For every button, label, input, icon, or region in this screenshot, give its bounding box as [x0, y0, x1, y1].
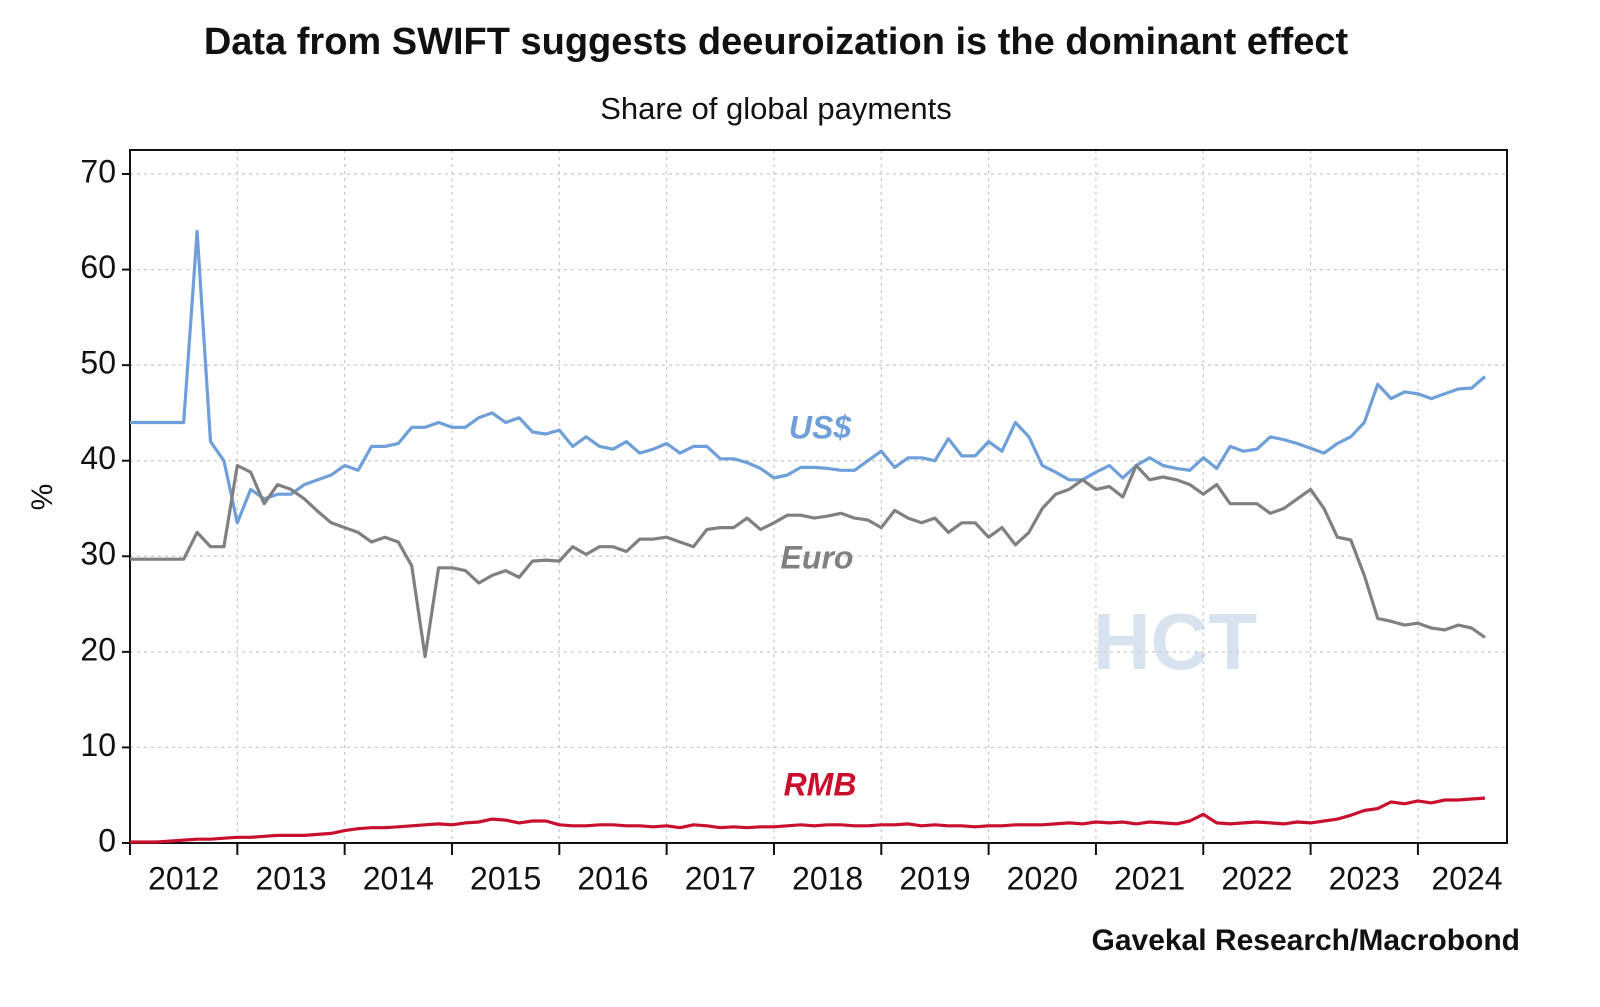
x-tick-label: 2014: [363, 860, 434, 896]
x-tick-label: 2020: [1007, 860, 1078, 896]
plot-frame: [129, 149, 1508, 844]
y-axis-label: %: [26, 484, 59, 511]
x-tick-label: 2019: [899, 860, 970, 896]
y-tick-label: 70: [80, 153, 116, 189]
x-tick-label: 2012: [148, 860, 219, 896]
x-tick-label: 2017: [685, 860, 756, 896]
x-tick-label: 2013: [255, 860, 326, 896]
series-line: [130, 796, 1486, 844]
x-tick-label: 2015: [470, 860, 541, 896]
series-label: Euro: [781, 539, 854, 575]
chart-subtitle: Share of global payments: [600, 91, 952, 126]
watermark: HCT: [1093, 597, 1258, 686]
series-label: US$: [789, 409, 852, 445]
x-tick-label: 2022: [1221, 860, 1292, 896]
y-tick-label: 10: [80, 727, 116, 763]
y-tick-label: 60: [80, 249, 116, 285]
x-tick-label: 2016: [577, 860, 648, 896]
x-tick-label: 2021: [1114, 860, 1185, 896]
x-tick-label: 2024: [1431, 860, 1502, 896]
x-tick-label: 2018: [792, 860, 863, 896]
y-tick-label: 30: [80, 536, 116, 572]
y-tick-label: 0: [98, 822, 116, 858]
x-tick-label: 2023: [1329, 860, 1400, 896]
source: Gavekal Research/Macrobond: [1091, 924, 1520, 957]
series-line: [130, 463, 1486, 659]
y-tick-label: 50: [80, 345, 116, 381]
y-tick-label: 20: [80, 631, 116, 667]
y-tick-label: 40: [80, 440, 116, 476]
series-label: RMB: [784, 766, 857, 802]
chart-title: Data from SWIFT suggests deeuroization i…: [204, 21, 1349, 63]
series-line: [130, 229, 1487, 525]
